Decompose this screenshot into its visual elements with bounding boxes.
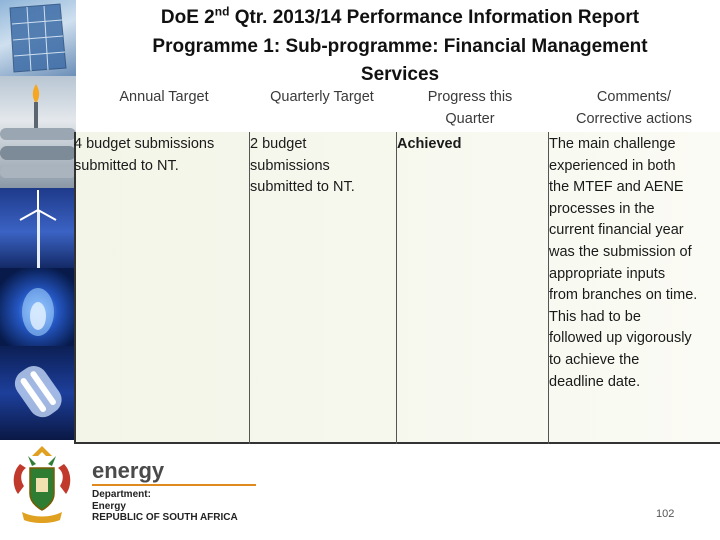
cell-progress: Achieved — [397, 136, 462, 152]
header-comments: Comments/ Corrective actions — [575, 89, 693, 127]
pipeline-flame-image — [0, 76, 76, 188]
energy-photo-strip — [0, 0, 76, 440]
slide-title: DoE 2nd Qtr. 2013/14 Performance Informa… — [90, 4, 710, 90]
cell-annual-target: 4 budget submissions submitted to NT. — [74, 136, 215, 174]
column-divider — [548, 132, 549, 444]
performance-table: Annual Target Quarterly Target Progress … — [74, 84, 720, 444]
table-body — [74, 132, 720, 444]
column-divider — [249, 132, 250, 444]
title-line-1: DoE 2nd Qtr. 2013/14 Performance Informa… — [160, 4, 640, 28]
gas-flame-image — [0, 268, 76, 346]
coat-of-arms-emblem — [13, 446, 71, 523]
header-quarterly-target: Quarterly Target — [270, 89, 374, 105]
energy-logo-wordmark: energy — [92, 458, 165, 483]
title-line-2: Programme 1: Sub-programme: Financial Ma… — [152, 35, 648, 57]
light-bulb-image — [0, 346, 76, 440]
wind-turbine-image — [0, 188, 76, 268]
cell-quarterly-target: 2 budget submissions submitted to NT. — [250, 136, 355, 196]
solar-panel-image — [0, 0, 76, 76]
title-line-3: Services — [360, 64, 440, 85]
header-annual-target: Annual Target — [119, 89, 209, 105]
department-name: Department: Energy REPUBLIC OF SOUTH AFR… — [92, 489, 238, 523]
header-progress: Progress this Quarter — [427, 89, 513, 127]
column-divider — [396, 132, 397, 444]
page-number: 102 — [656, 508, 675, 520]
cell-comments: The main challenge experienced in both t… — [549, 136, 698, 390]
logo-divider — [92, 484, 256, 486]
